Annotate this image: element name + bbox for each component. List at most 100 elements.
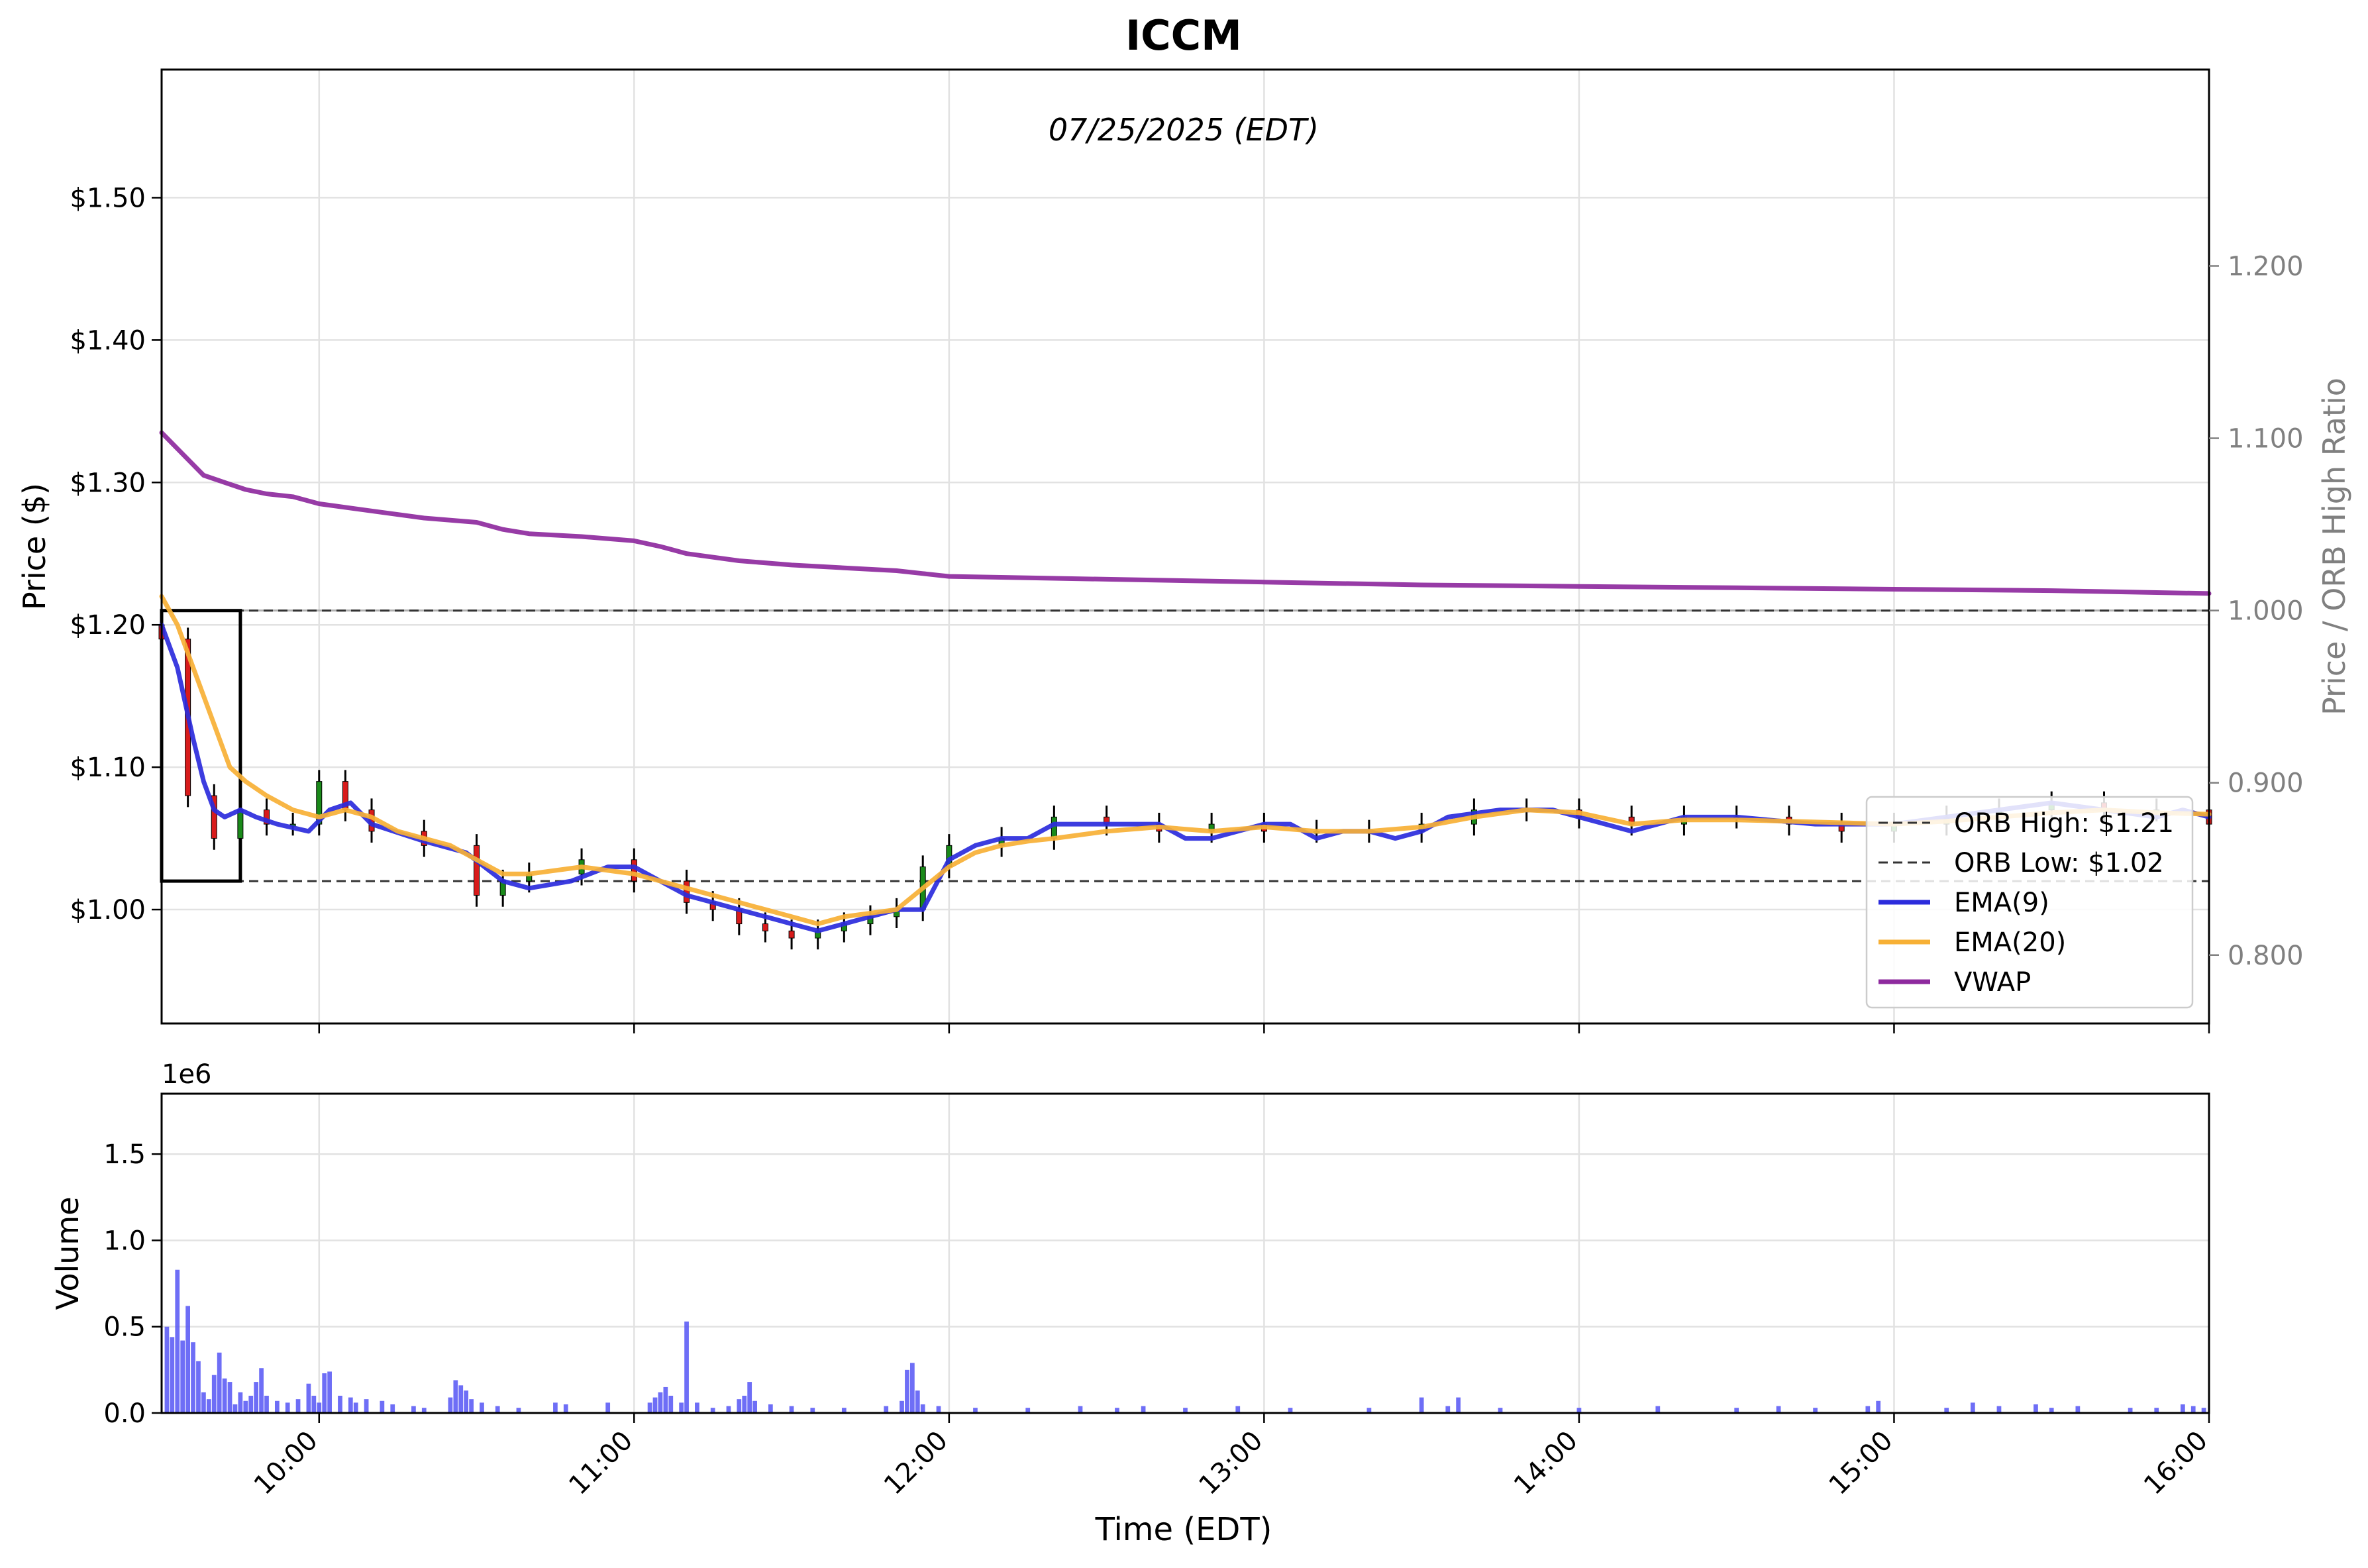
volume-bar [364,1399,369,1413]
volume-bar [185,1306,190,1413]
volume-bar [658,1392,663,1413]
price-axis-label: Price ($) [17,483,52,610]
volume-bar [2075,1406,2081,1413]
ema-20-line [159,594,2212,927]
volume-bar [1498,1408,1503,1413]
price-y-axis: $1.00 $1.10 $1.20 $1.30 $1.40 $1.50 [70,183,162,925]
volume-bar [238,1392,243,1413]
volume-bar [196,1361,201,1413]
volume-bar [1865,1406,1871,1413]
ratio-y-axis: 0.800 0.900 1.000 1.100 1.200 [2209,251,2304,971]
volume-bar [411,1406,416,1413]
volume-bar [1078,1406,1083,1413]
volume-bar [206,1399,211,1413]
volume-bar [458,1385,464,1413]
volume-bar [191,1342,195,1413]
volume-bar [274,1400,280,1413]
legend-label: EMA(9) [1954,888,2049,918]
volume-bar [264,1395,269,1413]
price-panel: 07/25/2025 (EDT) $1.00$1.10$1.20$1.30$1.… [17,68,2352,1033]
volume-y-tick-label: 1.5 [103,1139,146,1170]
volume-bar [905,1369,909,1413]
volume-bar [1944,1408,1949,1413]
volume-bar [2181,1404,2185,1413]
volume-bar [1996,1406,2002,1413]
volume-bar [469,1399,474,1413]
vwap-line [159,430,2212,596]
volume-bar [684,1321,689,1413]
volume-bar [768,1404,773,1413]
volume-bar [338,1395,342,1413]
volume-bar [480,1402,484,1413]
price-y-tick-label: $1.50 [70,183,146,213]
price-frame [160,68,2210,1025]
volume-bar [663,1386,668,1413]
volume-bar [973,1408,978,1413]
volume-scale-label: 1e6 [162,1059,212,1090]
volume-bar [563,1404,568,1413]
volume-bar [254,1382,259,1413]
volume-bar [2033,1404,2038,1413]
volume-bar [222,1378,227,1413]
volume-bar [752,1400,757,1413]
volume-bar [175,1269,180,1413]
legend-items: ORB High: $1.21 ORB Low: $1.02 EMA(9) EMA(2… [1879,808,2174,998]
volume-bar [1576,1408,1582,1413]
volume-bar [1366,1408,1372,1413]
ratio-y-tick-label: 0.900 [2228,768,2304,799]
price-y-tick-label: $1.40 [70,325,146,356]
volume-bar [2154,1408,2159,1413]
volume-y-axis: 0.0 0.5 1.0 1.5 [103,1139,162,1429]
volume-bar [936,1406,941,1413]
volume-bar [164,1326,170,1413]
volume-bar [285,1402,290,1413]
volume-bar [243,1400,248,1413]
volume-bar [248,1395,254,1413]
volume-bar [841,1408,847,1413]
volume-bar [464,1390,469,1413]
candle-body [316,781,323,825]
volume-bar [232,1404,238,1413]
volume-bar [1288,1408,1293,1413]
volume-bar [605,1402,611,1413]
volume-bar [647,1402,652,1413]
legend-label: ORB Low: $1.02 [1954,848,2164,878]
candle-body [211,795,217,839]
volume-bar [201,1392,206,1413]
volume-bar [553,1402,558,1413]
volume-bar [1776,1406,1781,1413]
x-axis-label: Time (EDT) [1095,1511,1272,1548]
ratio-axis-label: Price / ORB High Ratio [2316,378,2352,715]
volume-bar [915,1390,920,1413]
volume-bar [742,1395,747,1413]
volume-bar [747,1382,752,1413]
volume-bar [789,1406,794,1413]
price-y-tick-label: $1.00 [70,895,146,925]
volume-frame [160,1092,2210,1414]
chart-title: ICCM [1125,11,1242,60]
volume-bar [327,1371,332,1413]
volume-bar [516,1408,521,1413]
volume-bar [810,1408,815,1413]
candle-body [762,923,768,931]
volume-bar [170,1337,175,1413]
volume-bar [1813,1408,1818,1413]
volume-bar [695,1402,699,1413]
ratio-y-tick-label: 1.000 [2228,596,2304,627]
volume-bar [679,1402,684,1413]
volume-bar [2049,1408,2054,1413]
volume-bar [1734,1408,1739,1413]
volume-bar [1970,1402,1975,1413]
volume-y-tick-label: 0.0 [103,1398,146,1429]
volume-bar [1183,1408,1188,1413]
volume-bar [726,1406,731,1413]
volume-bar [211,1375,217,1413]
volume-bar [306,1383,311,1413]
volume-bar [1235,1406,1241,1413]
volume-bar [421,1408,427,1413]
legend-box [1865,796,2194,1009]
candle-body [788,930,795,939]
legend-label: EMA(20) [1954,927,2066,958]
